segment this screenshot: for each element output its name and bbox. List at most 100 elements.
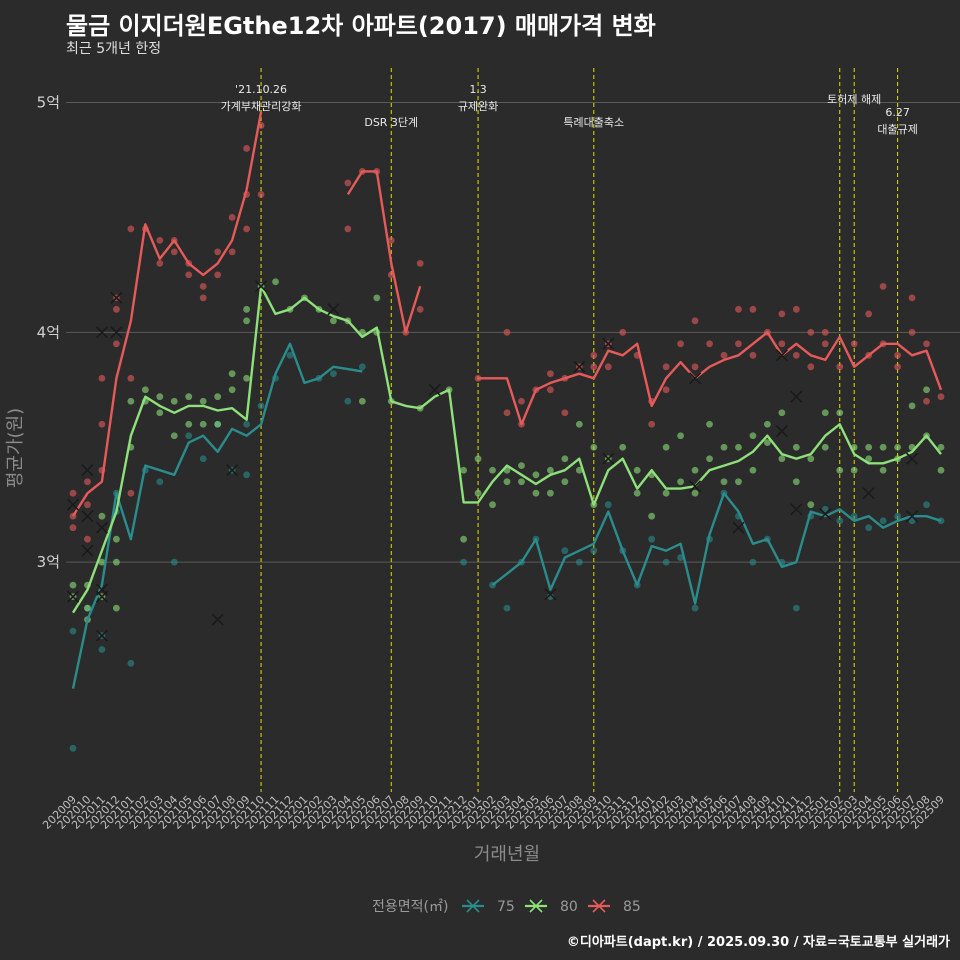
data-point-75 bbox=[590, 547, 598, 555]
data-point-80 bbox=[735, 478, 742, 486]
data-point-85 bbox=[344, 179, 352, 187]
data-point-80 bbox=[590, 443, 598, 451]
legend-cross-85 bbox=[592, 899, 606, 913]
data-point-80 bbox=[98, 512, 106, 520]
data-point-85 bbox=[98, 374, 106, 382]
data-point-80 bbox=[503, 478, 511, 486]
data-point-85 bbox=[127, 374, 135, 382]
series-line-80 bbox=[71, 285, 942, 614]
cross-marker-80 bbox=[862, 487, 875, 500]
data-point-85 bbox=[84, 535, 91, 543]
data-point-75 bbox=[691, 604, 699, 612]
data-point-80 bbox=[865, 443, 873, 451]
data-point-75 bbox=[749, 558, 757, 566]
data-point-80 bbox=[735, 443, 742, 451]
data-point-80 bbox=[619, 443, 627, 451]
cross-marker-85 bbox=[81, 544, 94, 557]
data-point-75 bbox=[156, 478, 164, 486]
data-point-85 bbox=[113, 305, 120, 313]
data-point-80 bbox=[894, 443, 901, 451]
data-point-80 bbox=[937, 443, 945, 451]
data-point-75 bbox=[243, 471, 251, 479]
data-point-80 bbox=[228, 370, 236, 378]
data-point-85 bbox=[170, 248, 178, 256]
data-point-85 bbox=[127, 489, 135, 497]
data-point-75 bbox=[170, 558, 178, 566]
data-point-80 bbox=[937, 466, 945, 474]
series-lines bbox=[71, 111, 943, 689]
data-point-75 bbox=[561, 547, 569, 555]
data-point-75 bbox=[908, 517, 916, 525]
data-point-85 bbox=[590, 351, 598, 359]
data-point-80 bbox=[185, 420, 193, 428]
data-point-85 bbox=[894, 351, 901, 359]
legend-label-85: 85 bbox=[623, 899, 641, 915]
data-point-75 bbox=[199, 455, 207, 463]
cross-marker-85 bbox=[81, 510, 94, 523]
policy-lines bbox=[260, 68, 899, 792]
data-point-80 bbox=[199, 420, 207, 428]
data-point-80 bbox=[532, 471, 540, 479]
data-point-85 bbox=[865, 310, 873, 318]
series-line-75 bbox=[71, 342, 942, 689]
data-point-85 bbox=[923, 340, 930, 348]
data-point-85 bbox=[199, 282, 207, 290]
data-point-85 bbox=[474, 374, 482, 382]
data-point-80 bbox=[662, 489, 670, 497]
data-point-80 bbox=[532, 489, 540, 497]
data-point-85 bbox=[821, 340, 829, 348]
data-point-80 bbox=[850, 466, 858, 474]
data-point-85 bbox=[749, 305, 757, 313]
cross-marker-80 bbox=[255, 280, 268, 293]
data-point-80 bbox=[691, 489, 699, 497]
data-point-80 bbox=[460, 466, 467, 474]
cross-marker-75 bbox=[732, 521, 745, 534]
data-point-80 bbox=[518, 462, 525, 470]
data-point-80 bbox=[474, 489, 482, 497]
data-point-85 bbox=[648, 420, 656, 428]
data-point-75 bbox=[879, 517, 887, 525]
data-point-80 bbox=[228, 386, 236, 394]
data-point-80 bbox=[807, 455, 815, 463]
data-point-85 bbox=[807, 363, 815, 371]
legend-cross-80 bbox=[529, 899, 543, 913]
data-point-80 bbox=[720, 443, 728, 451]
annotation-text: '21.10.26 bbox=[235, 83, 287, 96]
data-point-85 bbox=[561, 409, 569, 417]
cross-marker-85 bbox=[110, 291, 123, 304]
data-point-85 bbox=[604, 363, 612, 371]
data-point-75 bbox=[69, 627, 77, 635]
data-point-85 bbox=[214, 271, 222, 279]
data-point-80 bbox=[677, 432, 684, 440]
legend: 전용면적(㎡) 75 80 85 bbox=[372, 899, 641, 915]
legend-title: 전용면적(㎡) bbox=[372, 899, 448, 915]
data-point-85 bbox=[836, 363, 844, 371]
annotation-text: 대출규제 bbox=[877, 123, 917, 136]
data-point-85 bbox=[908, 328, 916, 336]
data-point-75 bbox=[575, 558, 583, 566]
data-point-85 bbox=[850, 340, 858, 348]
data-point-75 bbox=[850, 512, 858, 520]
data-point-80 bbox=[460, 535, 467, 543]
data-point-80 bbox=[706, 420, 713, 428]
data-point-85 bbox=[792, 351, 800, 359]
annotation-text: 1.3 bbox=[469, 83, 487, 96]
cross-marker-85 bbox=[95, 326, 108, 339]
data-point-80 bbox=[836, 409, 844, 417]
annotation-text: 가계부채관리강화 bbox=[221, 100, 302, 113]
cross-marker-85 bbox=[775, 349, 788, 362]
data-point-75 bbox=[923, 501, 930, 509]
data-point-80 bbox=[547, 489, 554, 497]
data-point-85 bbox=[706, 340, 713, 348]
data-point-85 bbox=[547, 386, 554, 394]
data-point-75 bbox=[503, 604, 511, 612]
cross-marker-75 bbox=[790, 503, 803, 516]
data-point-85 bbox=[691, 363, 699, 371]
data-point-80 bbox=[489, 466, 496, 474]
y-tick-label: 3억 bbox=[37, 553, 60, 571]
data-point-85 bbox=[344, 225, 352, 233]
data-point-85 bbox=[228, 213, 236, 221]
data-point-80 bbox=[84, 604, 91, 612]
